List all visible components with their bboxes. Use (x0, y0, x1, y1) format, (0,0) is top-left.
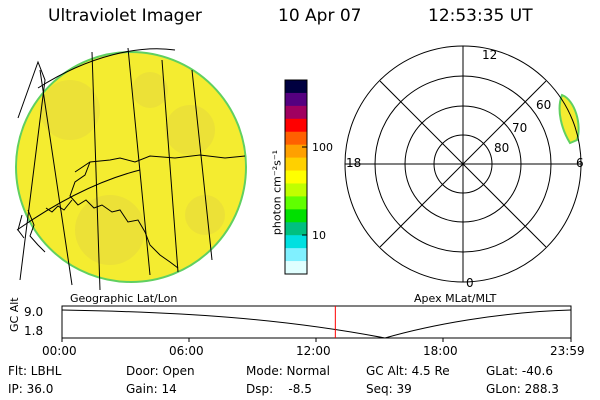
mlt-label-18: 18 (346, 156, 362, 170)
mode-info: Mode: Normal (246, 364, 330, 378)
colorbar-band (285, 222, 307, 236)
alt-ymax: 9.0 (24, 305, 44, 319)
filter-info: Flt: LBHL (8, 364, 62, 378)
disk-texture (40, 72, 225, 265)
colorbar-band (285, 144, 307, 159)
colorbar-band (285, 118, 307, 133)
time-label: 12:53:35 UT (428, 6, 533, 26)
colorbar-band (285, 183, 307, 197)
colorbar-band (285, 261, 307, 275)
mlt-label-0: 0 (466, 276, 474, 290)
glon-info: GLon: 288.3 (486, 382, 559, 396)
dsp-info: Dsp: -8.5 (246, 382, 312, 396)
seq-info: Seq: 39 (366, 382, 412, 396)
polar-aurora-patch (558, 93, 580, 145)
color-bar (284, 79, 308, 275)
right-caption: Apex MLat/MLT (414, 292, 497, 305)
colorbar-band (285, 80, 307, 94)
coastline (17, 154, 246, 269)
altitude-curve (61, 309, 572, 339)
ip-info: IP: 36.0 (8, 382, 54, 396)
time-tick-2: 12:00 (296, 344, 331, 358)
time-tick-1: 06:00 (169, 344, 204, 358)
mlt-label-6: 6 (576, 156, 584, 170)
gc-alt-info: GC Alt: 4.5 Re (366, 364, 450, 378)
time-tick-0: 00:00 (42, 344, 77, 358)
lat-lon-grid (16, 47, 213, 291)
gain-info: Gain: 14 (126, 382, 177, 396)
lat-label-70: 70 (512, 121, 528, 135)
colorbar-tick-10: 10 (312, 229, 326, 242)
alt-ymin: 1.8 (24, 324, 44, 338)
left-caption: Geographic Lat/Lon (70, 292, 178, 305)
time-tick-4: 23:59 (550, 344, 585, 358)
colorbar-band (285, 235, 307, 249)
time-tick-3: 18:00 (423, 344, 458, 358)
colorbar-band (285, 170, 307, 184)
colorbar-band (285, 105, 307, 120)
colorbar-band (285, 92, 307, 107)
lat-label-80: 80 (494, 141, 510, 155)
colorbar-band (285, 209, 307, 223)
colorbar-band (285, 157, 307, 172)
lat-label-60: 60 (536, 98, 552, 112)
colorbar-band (285, 196, 307, 210)
date-label: 10 Apr 07 (278, 6, 362, 26)
glat-info: GLat: -40.6 (486, 364, 553, 378)
colorbar-band (285, 248, 307, 262)
colorbar-tick-100: 100 (312, 141, 333, 154)
door-info: Door: Open (126, 364, 195, 378)
instrument-title: Ultraviolet Imager (48, 6, 202, 26)
colorbar-band (285, 131, 307, 146)
mlt-label-12: 12 (482, 48, 498, 62)
alt-ylabel: GC Alt (8, 297, 21, 332)
